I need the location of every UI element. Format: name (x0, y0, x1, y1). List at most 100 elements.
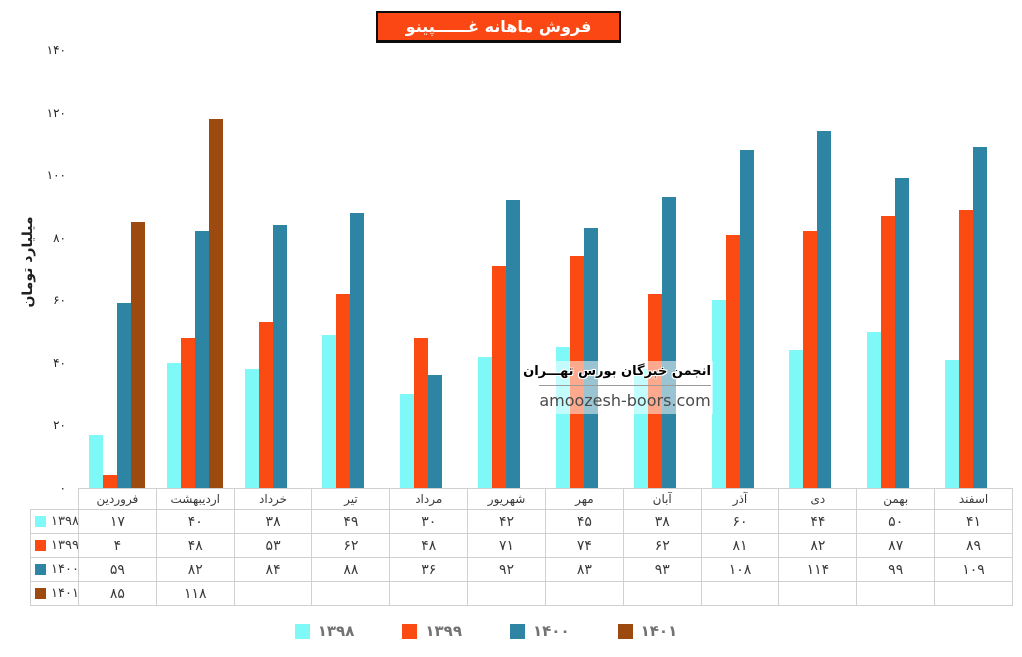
bar-1400-month7 (584, 228, 598, 488)
table-row-۱۳۹۸: ۱۳۹۸ ۱۷ ۴۰ ۳۸ ۴۹ ۳۰ ۴۲ ۴۵ ۳۸ ۶۰ ۴۴ ۵۰ ۴۱ (30, 509, 1013, 534)
value-cell: ۶۲ (622, 533, 702, 558)
bar-1398-month5 (400, 394, 414, 488)
chart-legend: ۱۳۹۸ ۱۳۹۹ ۱۴۰۰ ۱۴۰۱ (0, 622, 997, 640)
value-cell: ۳۰ (389, 509, 469, 534)
watermark-divider (539, 385, 711, 386)
value-cell: ۴۴ (778, 509, 858, 534)
legend-label: ۱۳۹۹ (425, 622, 462, 640)
legend-item-۱۴۰۰: ۱۴۰۰ (510, 622, 570, 640)
bar-1399-month4 (336, 294, 350, 488)
bar-1399-month3 (259, 322, 273, 488)
value-cell: ۴۸ (389, 533, 469, 558)
bar-1398-month6 (478, 357, 492, 488)
value-cell: ۱۷ (78, 509, 157, 534)
value-cell: ۷۱ (467, 533, 546, 558)
legend-swatch-icon (294, 623, 310, 639)
series-year-label: ۱۴۰۱ (51, 586, 79, 601)
month-header-cell: اسفند (934, 488, 1013, 510)
value-cell (544, 581, 624, 606)
legend-swatch-icon (510, 623, 525, 639)
bar-1398-month1 (89, 435, 103, 488)
legend-swatch-icon (617, 623, 633, 639)
y-tick-label: ۱۰۰ (46, 168, 66, 183)
value-cell (389, 581, 469, 606)
month-header-cell: آبان (622, 488, 702, 510)
bar-1400-month12 (973, 147, 987, 488)
value-cell: ۸۱ (700, 533, 780, 558)
value-cell: ۵۳ (233, 533, 313, 558)
bar-1398-month3 (245, 369, 259, 488)
table-row-۱۴۰۱: ۱۴۰۱ ۸۵ ۱۱۸ (30, 581, 1013, 606)
value-cell (622, 581, 702, 606)
value-cell: ۴۸ (155, 533, 235, 558)
series-label-cell: ۱۳۹۹ (30, 533, 79, 558)
legend-item-۱۴۰۱: ۱۴۰۱ (617, 622, 678, 640)
month-header-cell: تیر (311, 488, 391, 510)
value-cell: ۸۸ (311, 557, 391, 582)
month-header-cell: مرداد (389, 488, 469, 510)
legend-label: ۱۳۹۸ (317, 622, 355, 640)
bar-1399-month1 (103, 475, 117, 488)
month-header-cell: فروردین (78, 488, 157, 510)
bar-1399-month5 (414, 338, 428, 488)
bar-1400-month8 (662, 197, 676, 488)
bar-1398-month11 (867, 332, 881, 488)
watermark-org-text: انجمن خبرگان بورس تهـــران (523, 364, 711, 379)
legend-item-۱۳۹۸: ۱۳۹۸ (294, 622, 355, 640)
value-cell: ۴۹ (311, 509, 391, 534)
value-cell: ۵۹ (78, 557, 157, 582)
value-cell: ۶۲ (311, 533, 391, 558)
value-cell: ۳۶ (389, 557, 469, 582)
bar-1398-month9 (712, 300, 726, 488)
legend-label: ۱۴۰۱ (640, 622, 678, 640)
bar-1399-month10 (803, 231, 817, 488)
y-tick-label: ۱۴۰ (46, 43, 66, 57)
series-key-icon (35, 564, 46, 575)
value-cell: ۱۰۸ (700, 557, 780, 582)
bar-1399-month11 (881, 216, 895, 488)
value-cell: ۴۲ (467, 509, 546, 534)
month-header-cell: بهمن (856, 488, 936, 510)
value-cell: ۹۹ (856, 557, 936, 582)
value-cell (233, 581, 313, 606)
bar-1398-month4 (322, 335, 336, 488)
value-cell: ۴۱ (934, 509, 1013, 534)
bar-1400-month11 (895, 178, 909, 488)
bar-1400-month5 (428, 375, 442, 488)
value-cell: ۶۰ (700, 509, 780, 534)
month-header-cell: خرداد (233, 488, 313, 510)
table-corner-cell (31, 489, 79, 510)
value-cell: ۱۱۸ (155, 581, 235, 606)
data-table: فروردین اردیبهشت خرداد تیر مرداد شهریور مهر آبا… (30, 488, 1013, 606)
bar-1399-month6 (492, 266, 506, 488)
legend-label: ۱۴۰۰ (533, 622, 570, 640)
value-cell (778, 581, 858, 606)
value-cell: ۳۸ (233, 509, 313, 534)
table-row-۱۳۹۹: ۱۳۹۹ ۴ ۴۸ ۵۳ ۶۲ ۴۸ ۷۱ ۷۴ ۶۲ ۸۱ ۸۲ ۸۷ ۸۹ (30, 533, 1013, 558)
y-tick-label: ۲۰ (53, 418, 66, 433)
month-header-cell: آذر (700, 488, 780, 510)
value-cell: ۷۴ (544, 533, 624, 558)
bar-1400-month2 (195, 231, 209, 488)
series-key-icon (35, 588, 46, 599)
value-cell: ۸۳ (544, 557, 624, 582)
value-cell: ۱۰۹ (934, 557, 1013, 582)
value-cell: ۴ (78, 533, 157, 558)
bar-1400-month6 (506, 200, 520, 488)
bar-1399-month2 (181, 338, 195, 488)
month-header-cell: شهریور (467, 488, 546, 510)
watermark: انجمن خبرگان بورس تهـــران amoozesh-boor… (523, 361, 713, 414)
bar-1400-month10 (817, 131, 831, 488)
month-header-cell: اردیبهشت (155, 488, 235, 510)
bar-1401-month2 (209, 119, 223, 488)
value-cell (934, 581, 1013, 606)
table-row-۱۴۰۰: ۱۴۰۰ ۵۹ ۸۲ ۸۴ ۸۸ ۳۶ ۹۲ ۸۳ ۹۳ ۱۰۸ ۱۱۴ ۹۹ ۱۰۹ (30, 557, 1013, 582)
bar-1398-month10 (789, 350, 803, 488)
table-month-header-row: فروردین اردیبهشت خرداد تیر مرداد شهریور مهر آبا… (31, 488, 1013, 510)
value-cell: ۸۷ (856, 533, 936, 558)
month-header-cell: دی (778, 488, 858, 510)
y-tick-label: ۸۰ (53, 230, 66, 245)
series-key-icon (35, 516, 46, 527)
value-cell (467, 581, 546, 606)
